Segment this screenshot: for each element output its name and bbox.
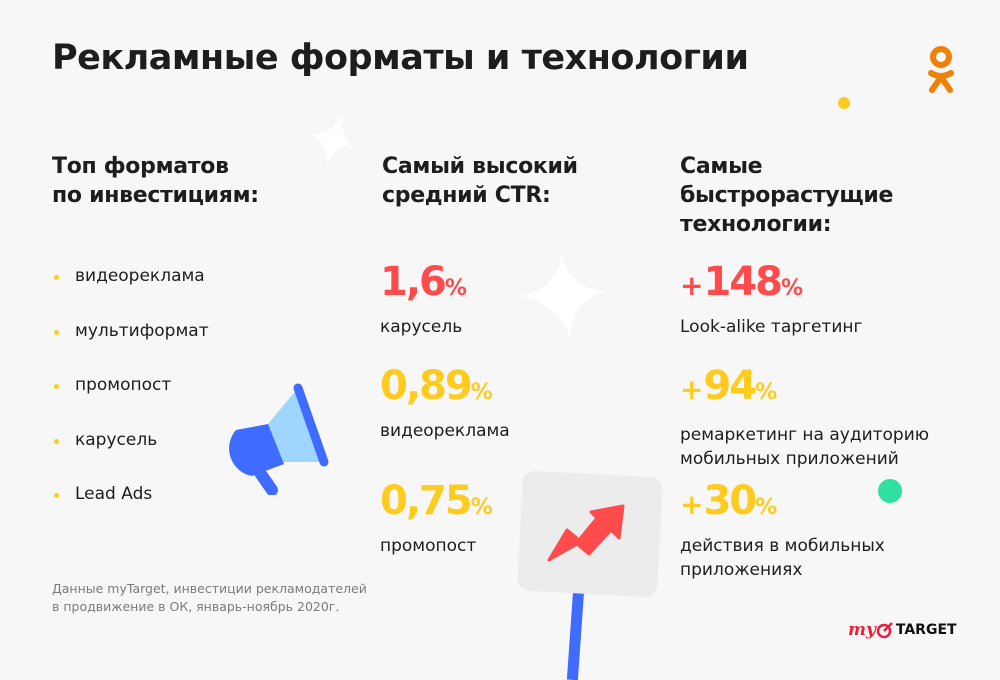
formats-heading: Топ форматов по инвестициям: — [52, 154, 259, 208]
list-item: видеореклама — [52, 266, 209, 321]
tech-heading: Самые быстрорастущие технологии: — [680, 154, 894, 237]
list-item: промопост — [52, 375, 209, 430]
bullet-icon — [54, 493, 59, 498]
bullet-icon — [54, 438, 59, 444]
sparkle-star-icon — [522, 252, 606, 338]
ok-logo-icon — [928, 46, 954, 93]
sparkle-star-icon — [311, 112, 353, 166]
tech-stat: +30% действия в мобильных приложениях — [680, 478, 885, 580]
bullet-icon — [54, 384, 59, 389]
green-dot — [878, 479, 902, 503]
page-title: Рекламные форматы и технологии — [52, 38, 749, 78]
ctr-stat: 0,89% видеореклама — [380, 363, 510, 441]
megaphone-icon — [229, 383, 329, 495]
ctr-stat: 0,75% промопост — [380, 478, 493, 556]
list-item: карусель — [52, 430, 209, 485]
bullet-icon — [54, 329, 59, 335]
tech-stat: +94% ремаркетинг на аудиторию мобильных п… — [680, 363, 930, 469]
ctr-heading: Самый высокий средний CTR: — [382, 154, 578, 208]
tech-stat: +148% Look-alike таргетинг — [680, 259, 863, 337]
list-item: мультиформат — [52, 321, 209, 376]
footnote: Данные myTarget, инвестиции рекламодател… — [52, 581, 367, 614]
ctr-stat: 1,6% карусель — [380, 259, 467, 337]
trend-up-arrow-icon — [547, 504, 625, 562]
target-icon — [876, 622, 893, 639]
sign-pole — [566, 589, 585, 680]
list-item: Lead Ads — [52, 484, 209, 539]
bullet-icon — [54, 275, 59, 280]
yellow-dot — [838, 97, 850, 109]
mytarget-logo: my TARGET — [848, 620, 957, 640]
formats-list: видеореклама мультиформат промопост кару… — [52, 266, 209, 539]
